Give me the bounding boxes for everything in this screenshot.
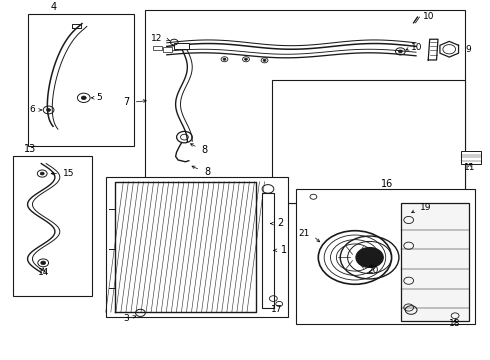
Text: 14: 14 [38,268,49,277]
Bar [401,203,469,321]
Circle shape [263,59,266,62]
Circle shape [223,58,226,60]
Bar [262,193,274,307]
Bar [106,177,288,317]
Bar [163,48,172,52]
Circle shape [40,172,44,175]
Bar [145,10,465,203]
Bar [153,46,162,50]
Bar [13,156,92,296]
Text: 11: 11 [464,163,475,172]
Text: 6: 6 [29,105,35,114]
Text: 2: 2 [277,218,283,228]
Text: 17: 17 [271,305,283,314]
Circle shape [81,96,86,100]
Circle shape [245,58,247,60]
Bar [27,14,134,146]
Circle shape [356,247,383,267]
Circle shape [364,253,375,262]
Text: 10: 10 [411,43,423,52]
Text: 8: 8 [201,145,208,155]
Bar [272,80,465,203]
Text: 9: 9 [466,45,471,54]
Text: 4: 4 [50,2,56,12]
Text: 15: 15 [63,169,75,178]
Circle shape [398,50,402,53]
Bar [174,43,189,49]
Bar [461,151,481,163]
Text: 10: 10 [423,12,434,21]
Text: 1: 1 [281,246,287,255]
Text: 3: 3 [123,314,129,323]
Text: 5: 5 [97,93,102,102]
Text: 7: 7 [123,97,129,107]
Circle shape [41,261,46,265]
Bar [296,189,475,324]
Text: 19: 19 [420,203,431,212]
Text: 16: 16 [381,179,393,189]
Text: 21: 21 [298,229,310,238]
Text: 13: 13 [24,144,36,154]
Circle shape [47,109,50,111]
Text: 12: 12 [150,34,162,43]
Text: 8: 8 [204,167,210,177]
Text: 18: 18 [449,319,461,328]
Text: 20: 20 [368,266,379,275]
